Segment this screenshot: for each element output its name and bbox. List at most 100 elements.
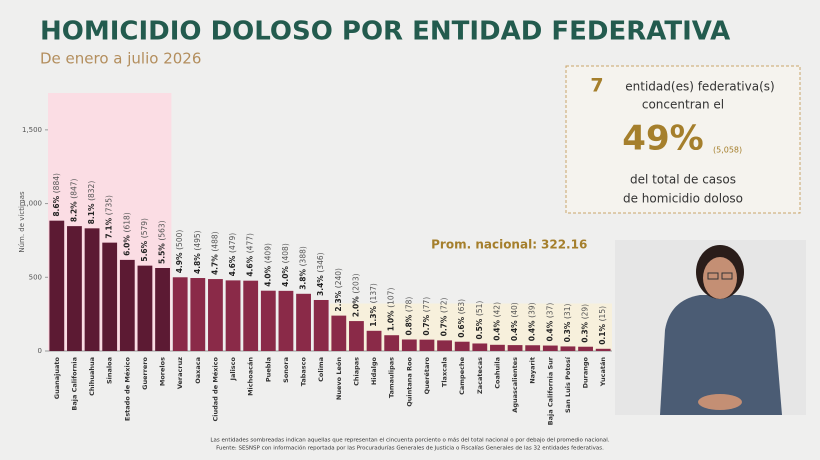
x-tick-label: Quintana Roo: [405, 356, 413, 406]
value-label: 8.1% (832): [87, 181, 96, 225]
value-label: 1.3% (137): [369, 283, 378, 327]
bar: [67, 226, 82, 351]
x-tick-label: Colima: [317, 357, 325, 382]
x-tick-label: Michoacán: [247, 357, 255, 396]
bar: [507, 345, 523, 351]
presenter-video: [615, 240, 806, 415]
summary-text: del total de casos: [630, 173, 736, 187]
bar: [155, 267, 170, 351]
x-tick-label: Tamaulipas: [388, 357, 396, 398]
y-tick-label: 1,500: [22, 126, 42, 134]
value-label: 4.6% (479): [228, 233, 237, 277]
bar: [313, 299, 329, 351]
average-label: Prom. nacional:: [431, 238, 537, 252]
value-label: 0.5% (51): [475, 301, 484, 340]
x-tick-label: Chihuahua: [88, 357, 96, 396]
presenter-face: [703, 257, 737, 299]
value-label: 0.4% (37): [545, 303, 554, 342]
bar: [225, 280, 241, 351]
x-tick-label: San Luis Potosí: [564, 356, 572, 413]
bar: [49, 220, 65, 351]
value-label: 4.7% (488): [210, 231, 219, 275]
x-tick-label: Hidalgo: [370, 356, 378, 385]
y-tick-label: 500: [29, 273, 42, 281]
value-label: 0.4% (42): [492, 302, 501, 341]
x-tick-label: Querétaro: [423, 356, 431, 394]
value-label: 4.8% (495): [193, 230, 202, 274]
x-tick-label: Nuevo León: [335, 357, 343, 400]
value-label: 4.6% (477): [246, 233, 255, 277]
bar: [102, 242, 118, 351]
x-tick-label: Baja California: [70, 357, 78, 411]
bar: [366, 330, 382, 351]
presenter-glasses: [707, 272, 719, 280]
plot: 0 500 1,000 1,500 Prom. nacional: 322.16 Guana…: [22, 93, 612, 425]
value-label: 1.0% (107): [387, 288, 396, 332]
bar: [595, 348, 611, 351]
x-tick-label: Sinaloa: [106, 357, 114, 384]
value-label: 0.8% (78): [404, 297, 413, 336]
bar: [208, 279, 223, 351]
x-tick-label: Oaxaca: [194, 357, 202, 384]
bar: [172, 277, 188, 351]
footnote: Las entidades sombreadas indican aquella…: [210, 437, 609, 444]
value-label: 4.0% (409): [263, 243, 272, 287]
x-tick-label: Estado de México: [123, 356, 131, 421]
value-label: 3.4% (346): [316, 252, 325, 296]
value-label: 0.7% (72): [440, 297, 449, 336]
x-tick-label: Sonora: [282, 357, 290, 383]
bar: [119, 259, 135, 351]
value-label: 0.3% (31): [563, 304, 572, 343]
summary-text: de homicidio doloso: [623, 192, 743, 206]
chart-title: HOMICIDIO DOLOSO POR ENTIDAD FEDERATIVA: [40, 17, 730, 47]
x-tick-label: Tlaxcala: [441, 357, 449, 387]
x-tick-label: Campeche: [458, 356, 466, 394]
value-label: 0.6% (63): [457, 299, 466, 338]
value-label: 8.2% (847): [69, 178, 78, 222]
x-tick-label: Chiapas: [352, 357, 360, 386]
x-tick-label: Guanajuato: [53, 356, 61, 399]
x-tick-label: Coahuila: [493, 357, 501, 389]
bar: [437, 340, 452, 351]
bar: [84, 228, 100, 351]
bar: [260, 290, 276, 351]
bar: [525, 345, 541, 351]
y-axis-label: Núm. de víctimas: [18, 191, 26, 253]
bar: [278, 290, 294, 351]
x-tick-label: Nayarit: [529, 357, 537, 384]
value-label: 4.9% (500): [175, 230, 184, 274]
value-label: 4.0% (408): [281, 243, 290, 287]
value-label: 2.0% (203): [351, 273, 360, 317]
presenter-glasses: [721, 272, 733, 280]
bar: [384, 335, 400, 351]
x-tick-label: Baja California Sur: [546, 356, 554, 425]
value-label: 0.3% (29): [581, 304, 590, 343]
y-tick-label: 0: [38, 347, 42, 355]
bar: [190, 278, 206, 351]
x-tick-label: Guerrero: [141, 356, 149, 389]
x-tick-label: Zacatecas: [476, 357, 484, 394]
summary-total: (5,058): [713, 146, 742, 155]
bar: [296, 293, 311, 351]
bar: [560, 346, 576, 351]
x-tick-label: Tabasco: [300, 356, 308, 386]
x-tick-label: Aguascalientes: [511, 357, 519, 413]
presenter-body: [660, 295, 782, 415]
chart-subtitle: De enero a julio 2026: [40, 50, 201, 68]
bar: [578, 346, 593, 351]
bar: [472, 343, 488, 351]
summary-text: entidad(es) federativa(s): [625, 80, 774, 94]
bar: [490, 344, 505, 351]
x-tick-label: Jalisco: [229, 356, 237, 381]
bar: [137, 265, 153, 351]
x-tick-label: Yucatán: [599, 357, 607, 388]
summary-frame: [565, 65, 801, 214]
x-tick-label: Puebla: [264, 357, 272, 382]
summary-box: 7 entidad(es) federativa(s) concentran e…: [565, 65, 801, 214]
y-tick-label: 1,000: [22, 200, 42, 208]
value-label: 5.6% (579): [140, 218, 149, 262]
x-tick-label: Ciudad de México: [211, 356, 219, 421]
bar: [331, 315, 347, 351]
x-tick-label: Morelos: [159, 357, 167, 386]
